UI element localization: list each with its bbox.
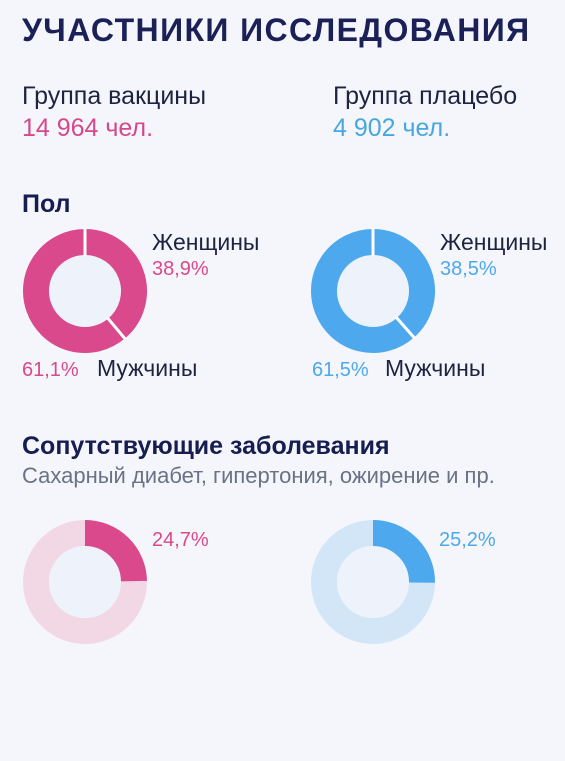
women-percent: 38,9% [152, 258, 209, 280]
placebo-group-count: 4 902 чел. [333, 114, 451, 142]
men-slice [23, 229, 125, 353]
vaccine-group-count: 14 964 чел. [22, 114, 154, 142]
comorbidity-slice [372, 520, 436, 584]
sex-section-heading: Пол [22, 190, 71, 218]
sex-donut-placebo [311, 228, 435, 353]
sex-donut-vaccine [23, 228, 147, 353]
men-slice [311, 229, 414, 353]
women-label: Женщины [152, 229, 260, 255]
comorbidity-donut-vaccine [23, 520, 147, 644]
vaccine-group-name: Группа вакцины [22, 82, 207, 110]
slice-separator [395, 316, 416, 340]
women-label: Женщины [440, 229, 548, 255]
comorbidity-percent: 25,2% [439, 529, 496, 551]
men-label: Мужчины [385, 355, 486, 381]
comorbidity-slice [84, 520, 147, 582]
men-label: Мужчины [97, 355, 198, 381]
women-percent: 38,5% [440, 258, 497, 280]
women-slice [372, 229, 435, 338]
donut-hole [49, 255, 121, 327]
comorbidity-percent: 24,7% [152, 529, 209, 551]
slice-separator [106, 316, 127, 341]
men-percent: 61,5% [312, 359, 369, 381]
women-slice [84, 229, 147, 339]
men-percent: 61,1% [22, 359, 79, 381]
donut-hole [49, 546, 121, 618]
comorbidity-section-heading: Сопутствующие заболевания [22, 432, 390, 460]
comorbidity-subtitle: Сахарный диабет, гипертония, ожирение и … [22, 463, 495, 488]
page-title: УЧАСТНИКИ ИССЛЕДОВАНИЯ [22, 12, 531, 48]
donut-hole [337, 255, 409, 327]
placebo-group-name: Группа плацебо [333, 82, 518, 110]
donut-hole [337, 546, 409, 618]
comorbidity-donut-placebo [311, 520, 436, 644]
